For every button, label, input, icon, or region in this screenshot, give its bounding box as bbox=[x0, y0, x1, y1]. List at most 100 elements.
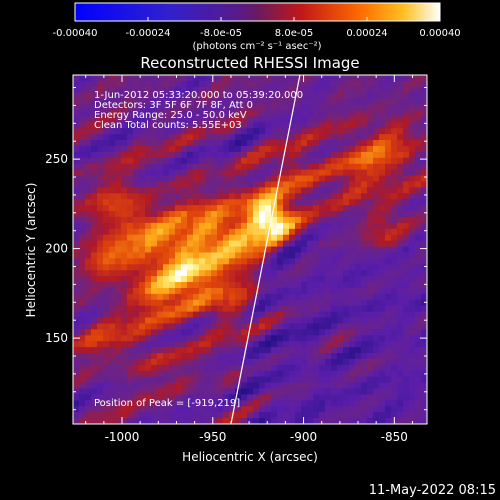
heatmap-cell bbox=[133, 364, 140, 372]
heatmap-cell bbox=[163, 199, 170, 206]
heatmap-cell bbox=[271, 193, 278, 200]
heatmap-cell bbox=[97, 122, 104, 129]
heatmap-cell bbox=[283, 418, 290, 424]
heatmap-cell bbox=[103, 169, 110, 177]
heatmap-cell bbox=[229, 317, 236, 325]
heatmap-cell bbox=[151, 222, 158, 230]
heatmap-cell bbox=[223, 388, 230, 396]
heatmap-cell bbox=[133, 305, 140, 313]
heatmap-cell bbox=[379, 382, 386, 390]
heatmap-cell bbox=[73, 394, 80, 401]
heatmap-cell bbox=[271, 122, 278, 129]
heatmap-cell bbox=[319, 412, 326, 419]
heatmap-cell bbox=[409, 264, 416, 271]
heatmap-cell bbox=[421, 264, 427, 271]
heatmap-cell bbox=[193, 199, 200, 206]
heatmap-cell bbox=[313, 282, 320, 289]
heatmap-cell bbox=[169, 228, 176, 236]
heatmap-cell bbox=[175, 92, 182, 100]
heatmap-cell bbox=[253, 347, 260, 354]
heatmap-cell bbox=[391, 305, 398, 313]
heatmap-cell bbox=[259, 86, 266, 94]
heatmap-cell bbox=[187, 323, 194, 330]
heatmap-cell bbox=[379, 228, 386, 236]
heatmap-cell bbox=[151, 92, 158, 100]
heatmap-cell bbox=[151, 370, 158, 378]
heatmap-cell bbox=[301, 394, 308, 401]
heatmap-cell bbox=[379, 211, 386, 218]
heatmap-cell bbox=[373, 80, 380, 88]
heatmap-cell bbox=[175, 134, 182, 141]
heatmap-cell bbox=[271, 323, 278, 330]
heatmap-cell bbox=[97, 317, 104, 325]
heatmap-cell bbox=[253, 388, 260, 396]
heatmap-cell bbox=[265, 193, 272, 200]
heatmap-cell bbox=[91, 157, 98, 165]
heatmap-cell bbox=[199, 98, 206, 106]
heatmap-cell bbox=[415, 104, 422, 112]
heatmap-cell bbox=[241, 252, 248, 259]
heatmap-cell bbox=[139, 317, 146, 325]
heatmap-cell bbox=[259, 216, 266, 224]
heatmap-cell bbox=[283, 222, 290, 230]
heatmap-cell bbox=[91, 394, 98, 401]
heatmap-cell bbox=[109, 140, 116, 147]
heatmap-cell bbox=[163, 264, 170, 271]
heatmap-cell bbox=[145, 240, 152, 248]
heatmap-cell bbox=[319, 246, 326, 254]
heatmap-cell bbox=[373, 329, 380, 336]
heatmap-cell bbox=[121, 175, 128, 183]
heatmap-cell bbox=[181, 364, 188, 372]
heatmap-cell bbox=[397, 335, 404, 342]
heatmap-cell bbox=[295, 181, 302, 188]
heatmap-cell bbox=[265, 104, 272, 112]
heatmap-cell bbox=[175, 187, 182, 194]
heatmap-cell bbox=[175, 151, 182, 159]
heatmap-cell bbox=[385, 305, 392, 313]
heatmap-cell bbox=[109, 270, 116, 277]
heatmap-cell bbox=[103, 205, 110, 212]
heatmap-cell bbox=[91, 282, 98, 289]
heatmap-cell bbox=[337, 276, 344, 283]
heatmap-cell bbox=[289, 216, 296, 224]
heatmap-cell bbox=[403, 394, 410, 401]
heatmap-cell bbox=[253, 282, 260, 289]
heatmap-cell bbox=[247, 140, 254, 147]
heatmap-cell bbox=[385, 299, 392, 307]
heatmap-cell bbox=[181, 246, 188, 254]
heatmap-cell bbox=[307, 116, 314, 123]
heatmap-cell bbox=[91, 382, 98, 390]
heatmap-cell bbox=[361, 86, 368, 94]
heatmap-cell bbox=[397, 317, 404, 325]
heatmap-cell bbox=[115, 75, 122, 82]
heatmap-cell bbox=[409, 199, 416, 206]
heatmap-cell bbox=[109, 388, 116, 396]
heatmap-cell bbox=[145, 364, 152, 372]
heatmap-cell bbox=[331, 394, 338, 401]
heatmap-cell bbox=[253, 199, 260, 206]
heatmap-cell bbox=[277, 110, 284, 118]
heatmap-cell bbox=[409, 116, 416, 123]
heatmap-cell bbox=[229, 388, 236, 396]
heatmap-cell bbox=[253, 134, 260, 141]
heatmap-cell bbox=[355, 104, 362, 112]
heatmap-cell bbox=[193, 347, 200, 354]
heatmap-cell bbox=[109, 116, 116, 123]
heatmap-cell bbox=[403, 382, 410, 390]
heatmap-cell bbox=[307, 205, 314, 212]
heatmap-cell bbox=[289, 193, 296, 200]
heatmap-cell bbox=[109, 134, 116, 141]
heatmap-cell bbox=[85, 252, 92, 259]
heatmap-cell bbox=[205, 116, 212, 123]
heatmap-cell bbox=[151, 264, 158, 271]
heatmap-cell bbox=[265, 134, 272, 141]
heatmap-cell bbox=[397, 246, 404, 254]
heatmap-cell bbox=[133, 80, 140, 88]
heatmap-cell bbox=[325, 193, 332, 200]
heatmap-cell bbox=[211, 305, 218, 313]
heatmap-cell bbox=[421, 122, 427, 129]
heatmap-cell bbox=[181, 134, 188, 141]
heatmap-cell bbox=[361, 181, 368, 188]
footer-timestamp: 11-May-2022 08:15 bbox=[369, 483, 496, 498]
heatmap-cell bbox=[181, 193, 188, 200]
